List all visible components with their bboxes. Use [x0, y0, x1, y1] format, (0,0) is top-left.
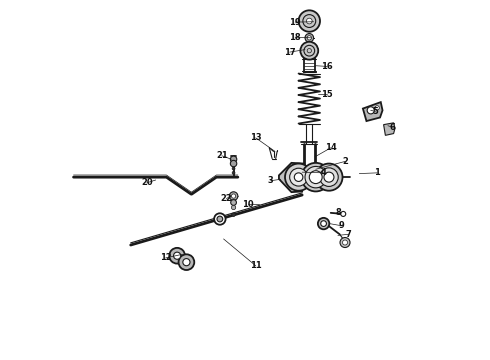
- Circle shape: [305, 166, 326, 188]
- Circle shape: [341, 211, 346, 216]
- Polygon shape: [363, 102, 383, 121]
- Text: 11: 11: [250, 261, 262, 270]
- Circle shape: [307, 36, 312, 40]
- Text: 8: 8: [335, 208, 341, 217]
- Text: 1: 1: [374, 168, 380, 177]
- Text: 6: 6: [389, 123, 395, 132]
- Circle shape: [230, 156, 237, 162]
- Text: 7: 7: [346, 230, 351, 239]
- Text: 15: 15: [321, 90, 333, 99]
- Text: 13: 13: [250, 133, 262, 142]
- Circle shape: [321, 221, 326, 226]
- Text: 19: 19: [289, 18, 301, 27]
- Circle shape: [305, 33, 314, 42]
- Circle shape: [231, 200, 237, 205]
- Text: 2: 2: [342, 157, 348, 166]
- Polygon shape: [384, 123, 395, 135]
- Circle shape: [290, 168, 308, 186]
- Text: 5: 5: [372, 107, 378, 116]
- Circle shape: [367, 107, 374, 114]
- Circle shape: [169, 248, 185, 264]
- Circle shape: [229, 192, 238, 201]
- Circle shape: [301, 163, 330, 192]
- Text: 22: 22: [220, 194, 232, 203]
- Polygon shape: [279, 163, 306, 192]
- Text: 14: 14: [325, 143, 337, 152]
- Circle shape: [306, 18, 312, 24]
- Circle shape: [232, 213, 235, 216]
- Circle shape: [324, 172, 334, 182]
- Text: 10: 10: [242, 200, 254, 209]
- Circle shape: [232, 171, 235, 174]
- Text: 12: 12: [160, 253, 172, 262]
- Circle shape: [173, 252, 181, 259]
- Circle shape: [309, 171, 322, 184]
- Circle shape: [183, 258, 190, 266]
- Text: 3: 3: [268, 176, 273, 185]
- Circle shape: [318, 218, 329, 229]
- Circle shape: [300, 42, 318, 60]
- Circle shape: [340, 238, 350, 248]
- Text: 17: 17: [284, 48, 295, 57]
- Circle shape: [230, 160, 237, 167]
- Circle shape: [285, 163, 312, 191]
- Circle shape: [375, 106, 379, 110]
- Circle shape: [343, 240, 347, 245]
- Circle shape: [316, 163, 343, 191]
- Circle shape: [217, 216, 223, 222]
- Circle shape: [232, 167, 235, 170]
- Text: 20: 20: [141, 178, 152, 187]
- Circle shape: [298, 10, 320, 32]
- Circle shape: [214, 213, 225, 225]
- Circle shape: [178, 254, 194, 270]
- Circle shape: [231, 194, 236, 198]
- Circle shape: [294, 173, 303, 181]
- Text: 21: 21: [216, 151, 228, 160]
- Text: 4: 4: [320, 168, 326, 177]
- Text: 18: 18: [289, 33, 301, 42]
- Text: 16: 16: [321, 62, 333, 71]
- Circle shape: [319, 168, 338, 186]
- Text: 9: 9: [339, 221, 344, 230]
- Circle shape: [231, 205, 236, 210]
